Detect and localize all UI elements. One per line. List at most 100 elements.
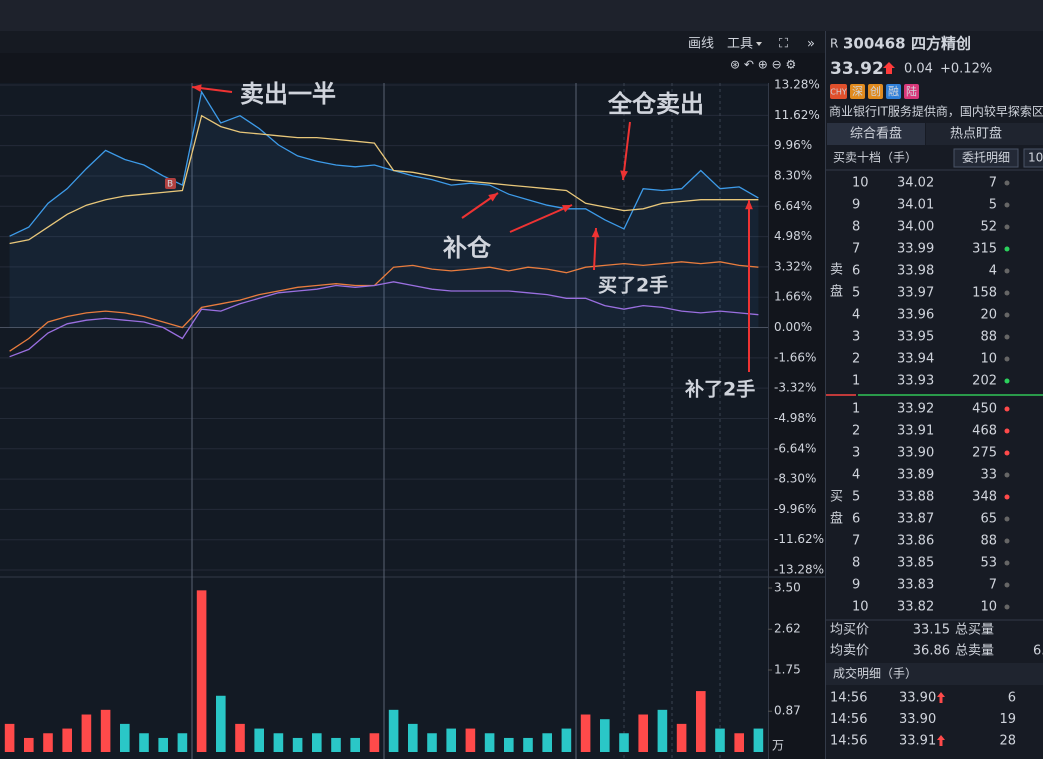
buy-marker: [165, 178, 176, 189]
y-tick-label: 0.87: [774, 704, 801, 718]
price-area: [9, 91, 759, 328]
summary-value: 36.86: [913, 644, 950, 659]
order-volume: 468: [972, 424, 997, 439]
button-label[interactable]: 10: [1028, 151, 1043, 165]
y-tick-label: 13.28%: [774, 78, 820, 92]
order-volume: 315: [972, 242, 997, 257]
volume-bar: [43, 733, 53, 752]
order-volume: 10: [980, 352, 997, 367]
toolbar-button[interactable]: 画线: [688, 37, 714, 52]
arrow: [622, 121, 631, 181]
volume-bar: [657, 709, 668, 752]
volume-bar: [331, 737, 341, 752]
flag-dot: [1004, 428, 1010, 434]
order-price: 33.92: [897, 402, 934, 417]
divider-buy: [858, 394, 1043, 396]
trade-volume: 6: [1008, 691, 1016, 706]
arrow: [509, 204, 573, 233]
order-price: 34.00: [897, 220, 934, 235]
volume-bar: [369, 733, 380, 752]
flag-dot: [1004, 494, 1010, 500]
y-tick-label: -4.98%: [774, 411, 816, 425]
summary-label: 总买量: [955, 623, 994, 638]
volume-bar: [484, 733, 495, 752]
volume-bar: [561, 728, 572, 752]
order-price: 33.93: [897, 374, 934, 389]
level: 4: [852, 468, 860, 483]
arrow-head: [745, 200, 753, 210]
order-price: 33.90: [897, 446, 934, 461]
button: [953, 148, 1019, 168]
tab: [926, 123, 1043, 145]
tag: [868, 84, 883, 99]
summary-value: 6.: [1033, 644, 1043, 659]
icon[interactable]: ⛶: [778, 37, 789, 52]
volume-bar: [24, 737, 34, 752]
summary-value: 33.15: [913, 623, 950, 638]
flag-dot: [1004, 450, 1010, 456]
order-price: 33.89: [897, 468, 934, 483]
icon[interactable]: ⊛ ↶ ⊕ ⊖ ⚙: [730, 58, 796, 72]
volume-bar: [446, 728, 456, 752]
tag: [850, 84, 865, 99]
flag-dot: [1004, 604, 1010, 610]
prefix: R: [830, 37, 838, 51]
volume-bar: [4, 723, 15, 752]
description: 商业银行IT服务提供商，国内较早探索区: [829, 104, 1043, 119]
tab[interactable]: 热点盯盘: [950, 126, 1002, 142]
order-volume: 348: [972, 490, 997, 505]
summary-label: 总卖量: [955, 644, 994, 659]
volume-bar: [734, 733, 744, 752]
level: 2: [852, 424, 860, 439]
volume-bar: [619, 733, 629, 752]
order-price: 33.98: [897, 264, 934, 279]
toolbar-button[interactable]: 工具: [727, 37, 753, 52]
volume-bar: [62, 728, 72, 752]
flag-dot: [1004, 290, 1010, 296]
order-volume: 88: [980, 330, 997, 345]
flag-dot: [1004, 560, 1010, 566]
level: 5: [852, 490, 860, 505]
order-volume: 7: [989, 176, 997, 191]
trade-price: 33.90: [899, 691, 936, 706]
flag-dot: [1004, 334, 1010, 340]
stock-name: 四方精创: [911, 35, 971, 53]
order-price: 33.85: [897, 556, 934, 571]
annotation: 买了2手: [598, 274, 668, 297]
trade-time: 14:56: [830, 691, 867, 706]
volume-bar: [676, 723, 687, 752]
price: 33.92: [830, 59, 884, 79]
y-tick-label: 9.96%: [774, 138, 812, 152]
y-tick-label: 2.62: [774, 622, 801, 636]
order-price: 33.97: [897, 286, 934, 301]
level: 9: [852, 198, 860, 213]
level: 2: [852, 352, 860, 367]
order-price: 33.95: [897, 330, 934, 345]
volume-bar: [196, 590, 207, 752]
order-price: 33.87: [897, 512, 934, 527]
icon[interactable]: »: [807, 37, 815, 52]
annotation: 补仓: [443, 234, 492, 262]
trade-volume: 28: [999, 734, 1016, 749]
chart-icons: [0, 53, 825, 83]
y-tick-label: -3.32%: [774, 381, 816, 395]
volume-bar: [139, 733, 149, 752]
volume-bar: [158, 737, 168, 752]
y-tick-label: -1.66%: [774, 350, 816, 364]
dropdown-icon: [756, 42, 762, 46]
volume-bar: [120, 723, 130, 752]
trade-time: 14:56: [830, 734, 867, 749]
y-tick-label: -13.28%: [774, 563, 824, 577]
y-tick-label: -11.62%: [774, 532, 824, 546]
y-tick-label: 11.62%: [774, 108, 820, 122]
annotation: 全仓卖出: [607, 90, 704, 118]
order-volume: 52: [980, 220, 997, 235]
order-volume: 65: [980, 512, 997, 527]
tab[interactable]: 综合看盘: [850, 126, 902, 142]
flag-dot: [1004, 224, 1010, 230]
order-price: 33.91: [897, 424, 934, 439]
button-label[interactable]: 委托明细: [962, 151, 1010, 165]
flag-dot: [1004, 180, 1010, 186]
flag-dot: [1004, 246, 1010, 252]
up-arrow: [883, 62, 895, 74]
